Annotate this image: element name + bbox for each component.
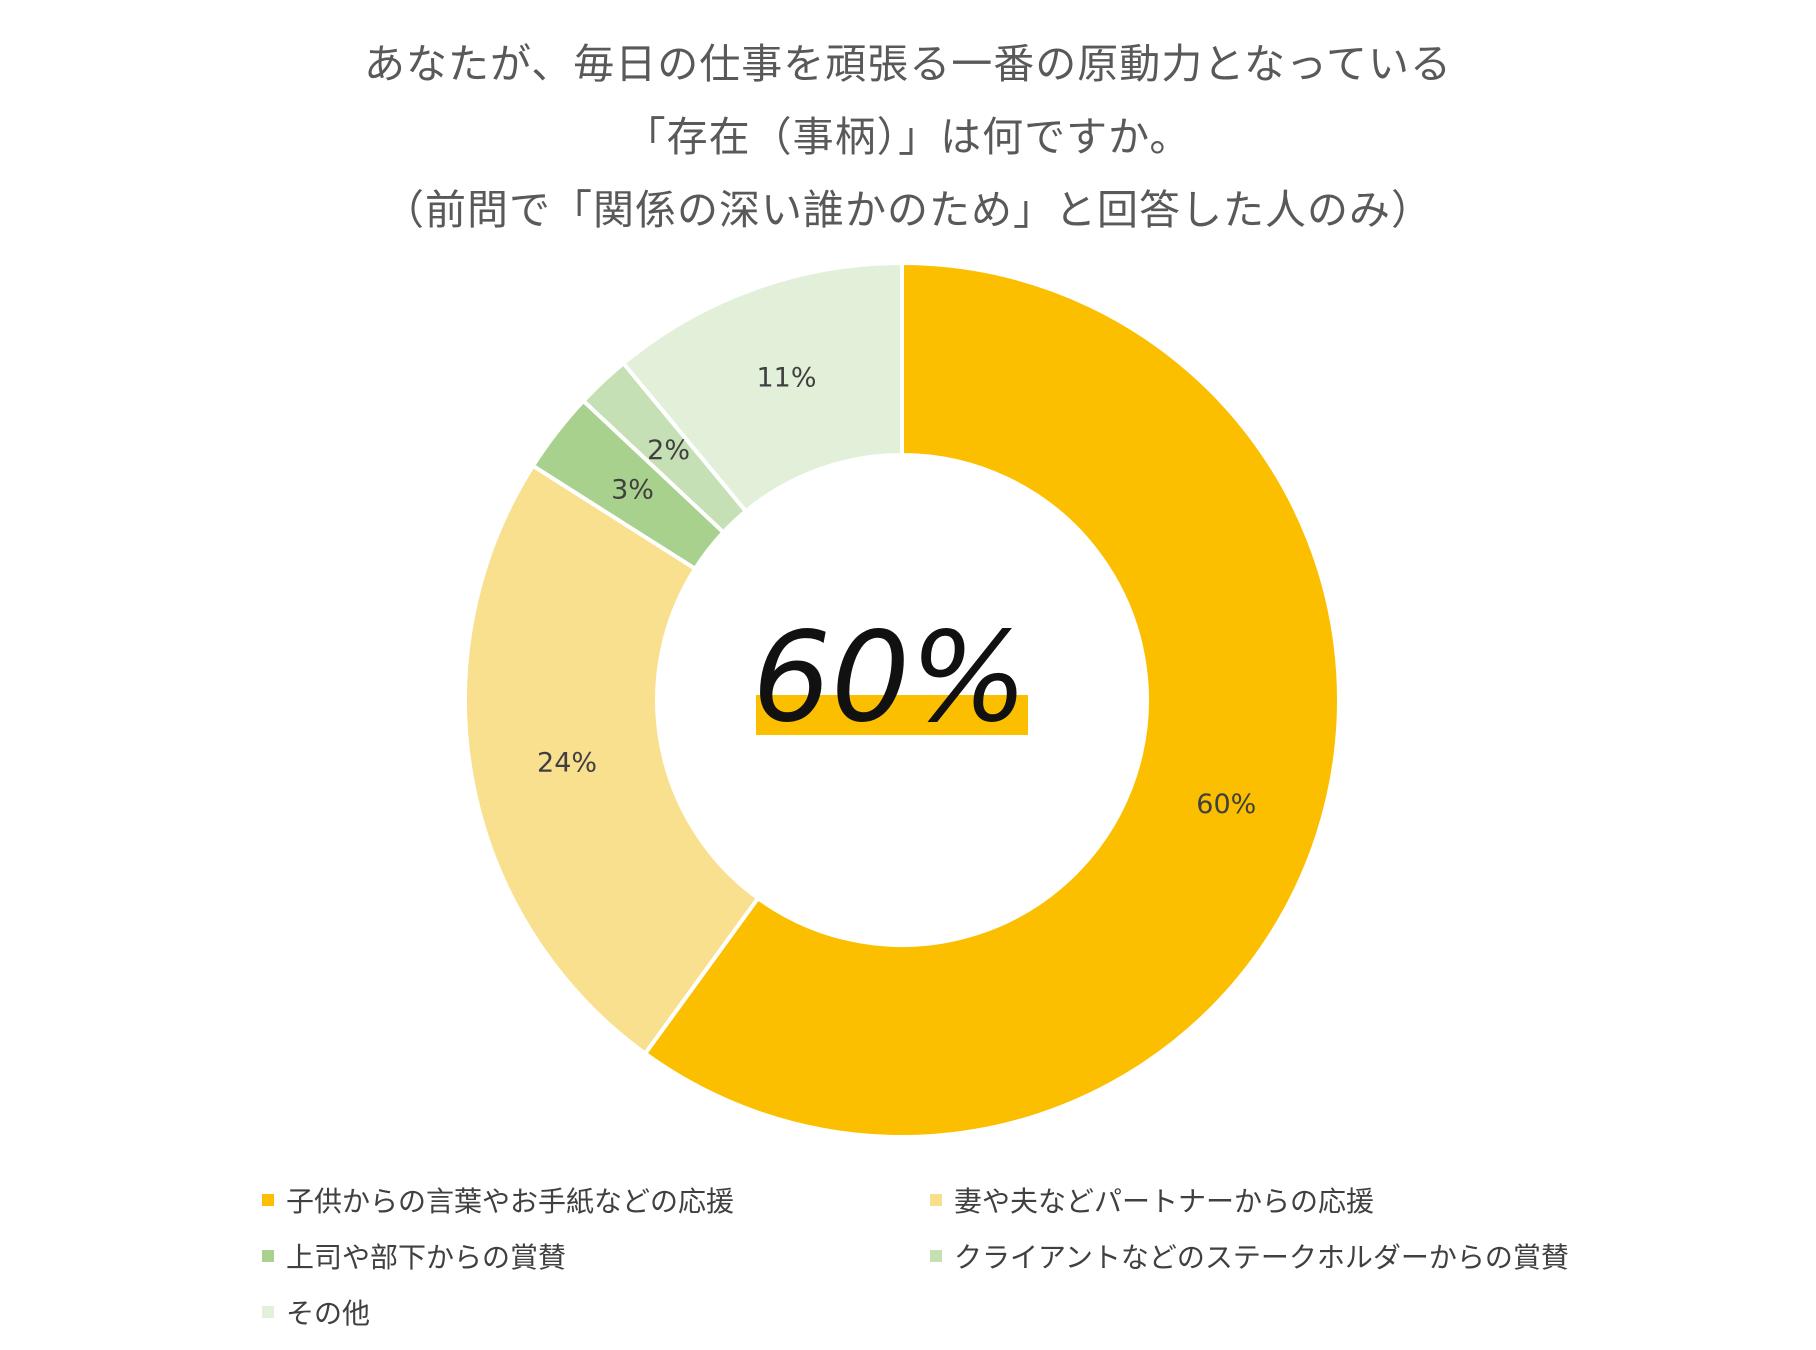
legend-label-4: クライアントなどのステークホルダーからの賞賛 [954,1241,1569,1274]
legend-swatch-2 [930,1194,942,1206]
slice-label-5: 11% [756,363,816,394]
slice-label-2: 24% [537,747,597,778]
chart-title-line-3: （前問で「関係の深い誰かのため」と回答した人のみ） [383,186,1433,234]
donut-slice-2 [463,463,761,1057]
center-percentage: 60% [752,606,1028,750]
slice-label-3: 3% [611,474,654,505]
legend-item-4: クライアントなどのステークホルダーからの賞賛 [930,1236,1569,1276]
donut-slice-labels: 60% 24% 3% 2% 11% [537,363,1256,820]
legend-item-5: その他 [262,1292,370,1332]
center-highlight-bar [756,695,1028,735]
slice-label-4: 2% [647,435,690,466]
donut-slice-5 [620,260,904,515]
slice-label-1: 60% [1196,789,1256,820]
legend-label-1: 子供からの言葉やお手紙などの応援 [286,1185,735,1218]
legend-swatch-5 [262,1306,274,1318]
legend-item-2: 妻や夫などパートナーからの応援 [930,1180,1374,1220]
chart-title-line-1: あなたが、毎日の仕事を頑張る一番の原動力となっている [364,40,1452,88]
chart-title: あなたが、毎日の仕事を頑張る一番の原動力となっている 「存在（事柄）」は何ですか… [0,28,1816,247]
legend-swatch-1 [262,1194,274,1206]
legend-swatch-3 [262,1250,274,1262]
legend-item-3: 上司や部下からの賞賛 [262,1236,566,1276]
donut-slice-1 [642,260,1341,1139]
chart-title-line-2: 「存在（事柄）」は何ですか。 [624,113,1192,161]
donut-slices [463,260,1341,1139]
legend-label-2: 妻や夫などパートナーからの応援 [954,1185,1375,1218]
legend-label-5: その他 [286,1297,371,1330]
legend-swatch-4 [930,1250,942,1262]
donut-chart: 60% 24% 3% 2% 11% [463,260,1341,1139]
legend-item-1: 子供からの言葉やお手紙などの応援 [262,1180,734,1220]
legend-label-3: 上司や部下からの賞賛 [286,1241,567,1274]
